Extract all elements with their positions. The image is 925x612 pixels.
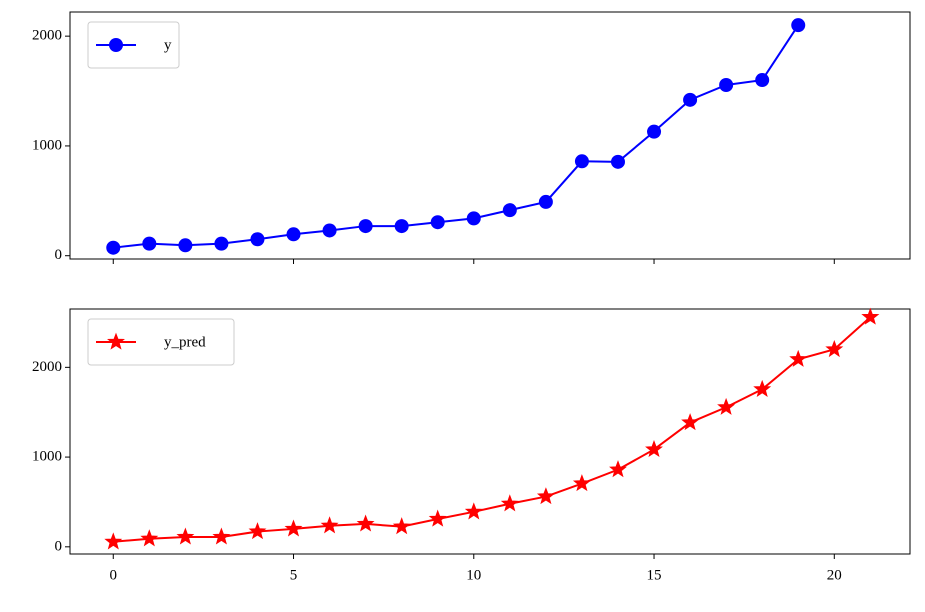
data-point bbox=[284, 519, 303, 537]
data-point bbox=[392, 517, 411, 535]
x-tick-label: 0 bbox=[110, 567, 118, 583]
data-point bbox=[322, 223, 337, 238]
data-point bbox=[428, 509, 447, 527]
x-tick-label: 20 bbox=[827, 567, 842, 583]
data-point bbox=[574, 154, 589, 169]
data-point bbox=[755, 73, 770, 88]
x-tick-label: 10 bbox=[466, 567, 481, 583]
legend-marker bbox=[109, 38, 123, 52]
data-point bbox=[104, 532, 123, 550]
legend-label: y bbox=[164, 37, 172, 53]
data-point bbox=[502, 203, 517, 218]
data-point bbox=[645, 439, 663, 458]
data-point bbox=[106, 240, 121, 255]
data-point bbox=[178, 238, 193, 253]
data-point bbox=[140, 529, 159, 547]
legend-label: y_pred bbox=[164, 334, 206, 350]
y-tick-label: 0 bbox=[55, 247, 63, 263]
data-point bbox=[791, 18, 806, 33]
data-point bbox=[320, 516, 339, 534]
data-point bbox=[394, 219, 409, 234]
axes-frame bbox=[69, 308, 911, 555]
data-point bbox=[719, 78, 734, 93]
data-point bbox=[538, 194, 553, 209]
data-point bbox=[825, 339, 844, 358]
data-point bbox=[430, 215, 445, 230]
data-point bbox=[248, 522, 267, 540]
axes-frame bbox=[69, 11, 911, 260]
data-point bbox=[683, 92, 698, 107]
data-point bbox=[212, 527, 231, 545]
data-point bbox=[356, 514, 375, 532]
data-point bbox=[609, 460, 627, 478]
series-line bbox=[113, 24, 800, 249]
data-point bbox=[466, 211, 481, 226]
y-tick-label: 1000 bbox=[32, 137, 62, 153]
y-tick-label: 1000 bbox=[32, 449, 62, 465]
y-tick-label: 0 bbox=[55, 538, 63, 554]
data-point bbox=[214, 236, 229, 251]
data-point bbox=[861, 307, 880, 325]
data-point bbox=[250, 232, 265, 247]
x-tick-label: 5 bbox=[290, 567, 298, 583]
data-point bbox=[358, 219, 373, 234]
data-point bbox=[647, 124, 662, 139]
x-tick-label: 15 bbox=[647, 567, 662, 583]
data-point bbox=[789, 349, 808, 367]
data-point bbox=[464, 502, 483, 520]
data-point bbox=[753, 379, 772, 397]
data-point bbox=[681, 413, 700, 431]
y-tick-label: 2000 bbox=[32, 28, 62, 44]
data-point bbox=[610, 154, 625, 169]
series-line bbox=[113, 316, 872, 543]
data-point bbox=[286, 227, 301, 242]
legend-box bbox=[87, 318, 235, 366]
data-point bbox=[717, 397, 736, 415]
data-point bbox=[536, 487, 555, 505]
data-point bbox=[142, 236, 157, 251]
data-point bbox=[572, 474, 591, 492]
data-point bbox=[176, 527, 195, 545]
data-point bbox=[500, 494, 519, 512]
y-tick-label: 2000 bbox=[32, 359, 62, 375]
legend-marker bbox=[107, 332, 125, 350]
